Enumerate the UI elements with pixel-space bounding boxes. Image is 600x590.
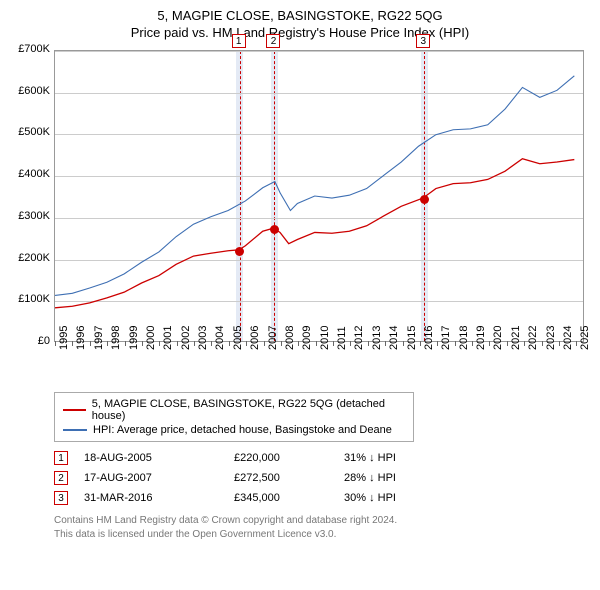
chart-title: 5, MAGPIE CLOSE, BASINGSTOKE, RG22 5QG xyxy=(10,8,590,23)
y-axis-label: £300K xyxy=(10,210,50,222)
event-diff: 31% ↓ HPI xyxy=(344,452,454,464)
series-price_paid xyxy=(55,159,574,308)
event-table: 1 18-AUG-2005£220,00031% ↓ HPI 2 17-AUG-200… xyxy=(54,448,474,508)
legend-swatch xyxy=(63,429,87,431)
chart-container: 5, MAGPIE CLOSE, BASINGSTOKE, RG22 5QG P… xyxy=(0,0,600,552)
event-date: 17-AUG-2007 xyxy=(84,472,234,484)
event-price: £272,500 xyxy=(234,472,344,484)
event-row: 1 18-AUG-2005£220,00031% ↓ HPI xyxy=(54,448,474,468)
y-axis-label: £700K xyxy=(10,43,50,55)
y-axis-label: £200K xyxy=(10,252,50,264)
event-date: 31-MAR-2016 xyxy=(84,492,234,504)
event-date: 18-AUG-2005 xyxy=(84,452,234,464)
event-marker-box: 3 xyxy=(416,34,430,48)
chart-subtitle: Price paid vs. HM Land Registry's House … xyxy=(10,25,590,40)
y-axis-label: £400K xyxy=(10,168,50,180)
footer-line-1: Contains HM Land Registry data © Crown c… xyxy=(54,514,590,528)
event-row-marker: 2 xyxy=(54,471,68,485)
y-axis-label: £500K xyxy=(10,126,50,138)
plot-area xyxy=(54,50,584,342)
series-hpi xyxy=(55,76,574,296)
legend-label: 5, MAGPIE CLOSE, BASINGSTOKE, RG22 5QG (… xyxy=(92,398,405,422)
y-axis-label: £100K xyxy=(10,293,50,305)
event-marker-box: 2 xyxy=(266,34,280,48)
event-diff: 30% ↓ HPI xyxy=(344,492,454,504)
event-dot xyxy=(235,247,244,256)
x-axis-label: 2025 xyxy=(579,326,600,350)
event-price: £220,000 xyxy=(234,452,344,464)
event-row-marker: 3 xyxy=(54,491,68,505)
y-axis-label: £0 xyxy=(10,335,50,347)
y-axis-label: £600K xyxy=(10,85,50,97)
legend-label: HPI: Average price, detached house, Basi… xyxy=(93,424,392,436)
event-price: £345,000 xyxy=(234,492,344,504)
chart-area: £0£100K£200K£300K£400K£500K£600K£700K199… xyxy=(10,46,590,386)
line-layer xyxy=(55,51,583,341)
legend-swatch xyxy=(63,409,86,411)
event-row: 3 31-MAR-2016£345,00030% ↓ HPI xyxy=(54,488,474,508)
event-row: 2 17-AUG-2007£272,50028% ↓ HPI xyxy=(54,468,474,488)
footer-line-2: This data is licensed under the Open Gov… xyxy=(54,528,590,542)
event-row-marker: 1 xyxy=(54,451,68,465)
footer-attribution: Contains HM Land Registry data © Crown c… xyxy=(54,514,590,542)
legend: 5, MAGPIE CLOSE, BASINGSTOKE, RG22 5QG (… xyxy=(54,392,414,442)
x-tick xyxy=(55,341,56,346)
legend-item: HPI: Average price, detached house, Basi… xyxy=(63,423,405,437)
event-diff: 28% ↓ HPI xyxy=(344,472,454,484)
event-dot xyxy=(420,195,429,204)
event-dot xyxy=(270,225,279,234)
event-marker-box: 1 xyxy=(232,34,246,48)
legend-item: 5, MAGPIE CLOSE, BASINGSTOKE, RG22 5QG (… xyxy=(63,397,405,423)
